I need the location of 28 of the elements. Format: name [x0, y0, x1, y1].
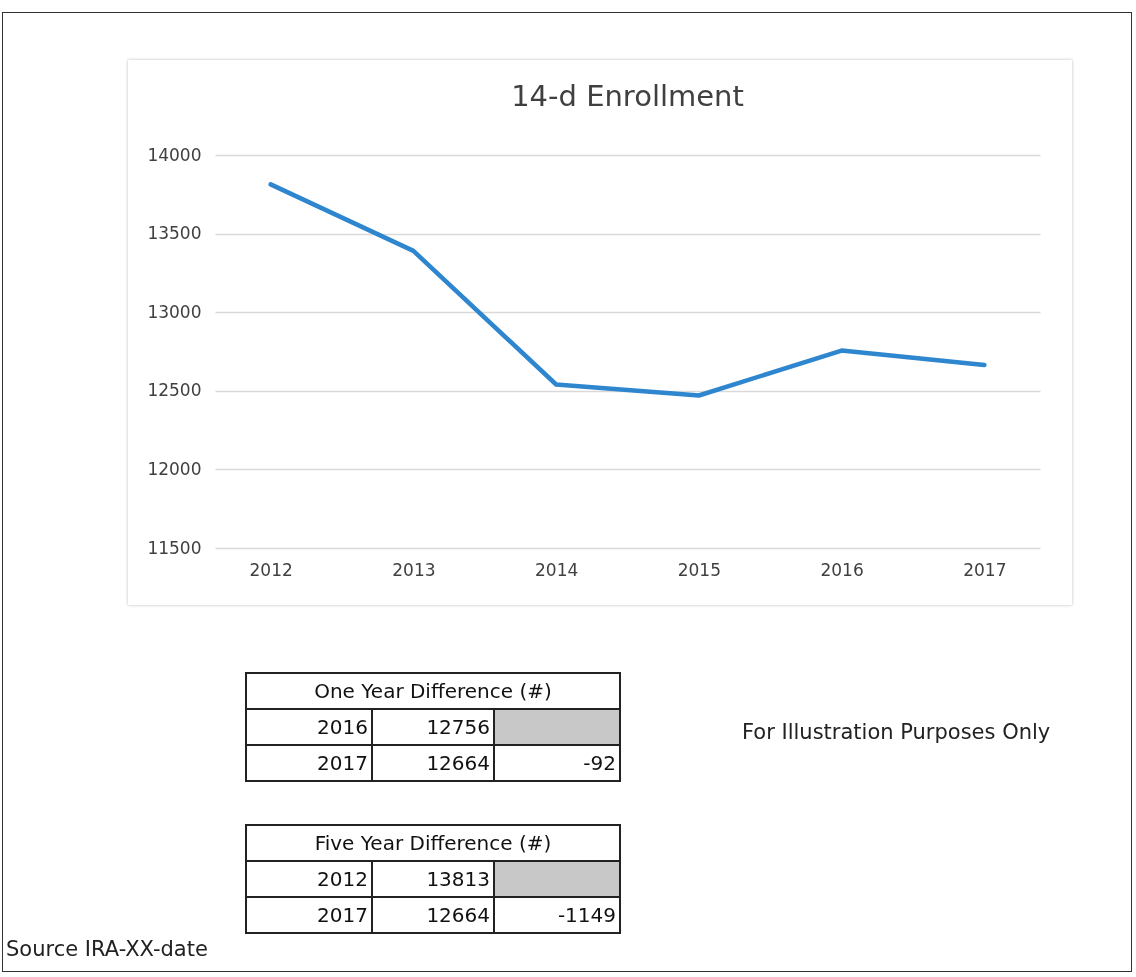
- x-tick-label: 2014: [535, 559, 579, 580]
- text: For Illustration Purposes Only: [742, 720, 1051, 744]
- text: 2017: [246, 745, 372, 781]
- text: 12756: [372, 709, 494, 745]
- source-note: Source IRA-XX-date: [6, 937, 208, 961]
- line-series: [268, 182, 987, 398]
- x-tick-label: 2012: [249, 559, 293, 580]
- text: One Year Difference (#): [246, 673, 620, 709]
- y-tick-label: 12000: [147, 458, 202, 479]
- text: 2016: [246, 709, 372, 745]
- text: Five Year Difference (#): [246, 825, 620, 861]
- x-tick-label: 2013: [392, 559, 436, 580]
- y-tick-label: 13500: [147, 223, 202, 244]
- chart-title: 14-d Enrollment: [511, 79, 744, 113]
- text: 13813: [372, 861, 494, 897]
- x-tick-label: 2015: [677, 559, 721, 580]
- text: -92: [494, 745, 620, 781]
- text: -1149: [494, 897, 620, 933]
- y-tick-label: 12500: [147, 380, 202, 401]
- y-tick-label: 11500: [147, 537, 202, 558]
- y-tick-label: 14000: [147, 144, 202, 165]
- x-tick-label: 2017: [963, 559, 1007, 580]
- text: 12664: [372, 897, 494, 933]
- text: 2012: [246, 861, 372, 897]
- text: 12664: [372, 745, 494, 781]
- x-tick-label: 2016: [820, 559, 864, 580]
- y-tick-label: 13000: [147, 301, 202, 322]
- text: 2017: [246, 897, 372, 933]
